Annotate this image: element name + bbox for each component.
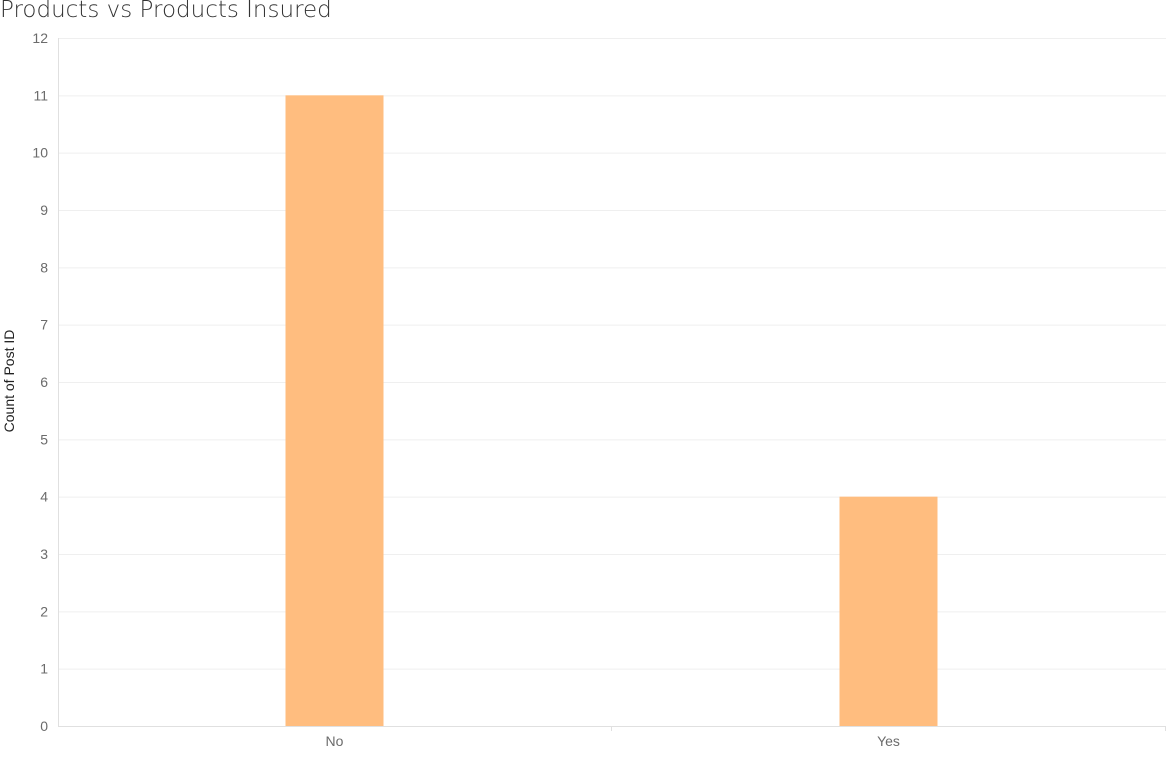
y-tick-label-0: 0 (40, 718, 48, 734)
axis-layer (58, 38, 1166, 731)
bar-yes[interactable] (839, 496, 938, 726)
y-tick-label-6: 6 (40, 374, 48, 390)
x-tick-label-no: No (326, 733, 344, 749)
y-tick-label-11: 11 (33, 87, 48, 103)
chart-title: Products vs Products Insured (0, 0, 332, 23)
x-tick-label-yes: Yes (877, 733, 900, 749)
y-tick-label-5: 5 (40, 431, 48, 447)
y-tick-label-10: 10 (32, 145, 48, 161)
y-tick-label-8: 8 (40, 259, 48, 275)
y-tick-label-12: 12 (32, 30, 48, 46)
y-tick-label-4: 4 (40, 489, 48, 505)
bar-no[interactable] (285, 95, 384, 727)
y-tick-label-2: 2 (40, 603, 48, 619)
bar-layer (285, 95, 938, 727)
grid-layer (58, 38, 1166, 670)
y-tick-label-7: 7 (40, 317, 48, 333)
y-tick-label-3: 3 (40, 546, 48, 562)
y-axis-label: Count of Post ID (1, 330, 17, 433)
y-tick-label-9: 9 (40, 202, 48, 218)
y-tick-label-1: 1 (40, 661, 48, 677)
